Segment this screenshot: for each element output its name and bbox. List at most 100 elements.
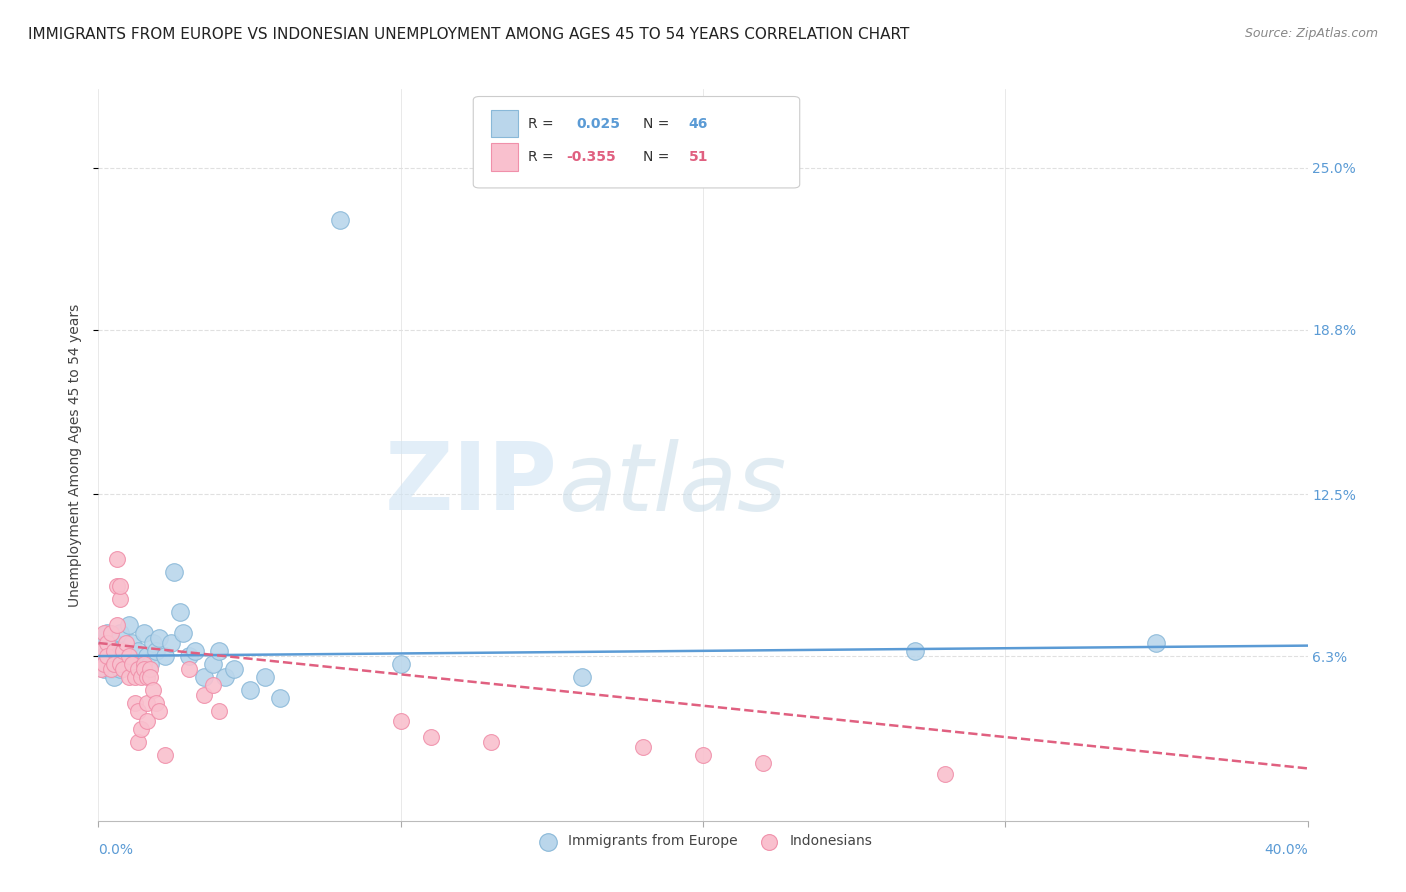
Point bbox=[193, 670, 215, 684]
Point bbox=[148, 631, 170, 645]
Point bbox=[129, 670, 152, 684]
Point bbox=[179, 649, 201, 664]
Point bbox=[184, 644, 207, 658]
Point bbox=[118, 617, 141, 632]
Point bbox=[124, 670, 146, 684]
Point bbox=[118, 649, 141, 664]
Point bbox=[118, 670, 141, 684]
Point bbox=[105, 657, 128, 671]
Point bbox=[108, 657, 131, 671]
Text: N =: N = bbox=[643, 117, 673, 130]
Point bbox=[193, 688, 215, 702]
Text: IMMIGRANTS FROM EUROPE VS INDONESIAN UNEMPLOYMENT AMONG AGES 45 TO 54 YEARS CORR: IMMIGRANTS FROM EUROPE VS INDONESIAN UNE… bbox=[28, 27, 910, 42]
Point bbox=[631, 740, 654, 755]
Point bbox=[121, 636, 143, 650]
Point bbox=[169, 605, 191, 619]
Point bbox=[90, 662, 112, 676]
Point bbox=[103, 657, 125, 671]
Point bbox=[1144, 636, 1167, 650]
Point bbox=[420, 730, 443, 744]
Point bbox=[100, 662, 122, 676]
Text: N =: N = bbox=[643, 150, 673, 164]
Point bbox=[103, 644, 125, 658]
Point bbox=[135, 714, 157, 729]
Point bbox=[118, 649, 141, 664]
Point bbox=[139, 670, 162, 684]
Point bbox=[329, 212, 352, 227]
Point bbox=[481, 735, 503, 749]
Point bbox=[108, 625, 131, 640]
Point bbox=[105, 644, 128, 658]
Point bbox=[139, 657, 162, 671]
Bar bbox=[492, 144, 517, 171]
Point bbox=[389, 657, 412, 671]
Point bbox=[214, 670, 236, 684]
Point bbox=[105, 578, 128, 592]
Point bbox=[96, 649, 118, 664]
Point bbox=[96, 657, 118, 671]
Point bbox=[114, 657, 136, 671]
Point bbox=[208, 644, 231, 658]
Point bbox=[96, 625, 118, 640]
Point bbox=[934, 766, 956, 780]
Point bbox=[202, 657, 225, 671]
Point bbox=[145, 644, 167, 658]
Point bbox=[111, 644, 134, 658]
Point bbox=[224, 662, 246, 676]
Text: Source: ZipAtlas.com: Source: ZipAtlas.com bbox=[1244, 27, 1378, 40]
Point bbox=[145, 696, 167, 710]
Point bbox=[90, 636, 112, 650]
Point bbox=[111, 662, 134, 676]
Point bbox=[253, 670, 276, 684]
Point bbox=[103, 636, 125, 650]
Point bbox=[160, 636, 183, 650]
Point bbox=[103, 670, 125, 684]
Point bbox=[135, 649, 157, 664]
Point bbox=[132, 625, 155, 640]
Point bbox=[692, 748, 714, 763]
Point bbox=[142, 683, 165, 698]
Y-axis label: Unemployment Among Ages 45 to 54 years: Unemployment Among Ages 45 to 54 years bbox=[69, 303, 83, 607]
Point bbox=[179, 662, 201, 676]
Point bbox=[571, 670, 593, 684]
Point bbox=[100, 644, 122, 658]
Point bbox=[105, 617, 128, 632]
Point bbox=[208, 704, 231, 718]
Point bbox=[127, 704, 149, 718]
Point bbox=[105, 552, 128, 566]
Point bbox=[114, 636, 136, 650]
Point bbox=[111, 644, 134, 658]
Point bbox=[752, 756, 775, 771]
Point bbox=[129, 723, 152, 737]
Point bbox=[904, 644, 927, 658]
Bar bbox=[492, 110, 517, 137]
Point bbox=[124, 696, 146, 710]
Point bbox=[100, 662, 122, 676]
Point bbox=[121, 657, 143, 671]
Point bbox=[108, 578, 131, 592]
Legend: Immigrants from Europe, Indonesians: Immigrants from Europe, Indonesians bbox=[529, 829, 877, 854]
Point bbox=[127, 735, 149, 749]
Point bbox=[93, 625, 115, 640]
Point bbox=[239, 683, 262, 698]
Point bbox=[269, 690, 291, 705]
Point bbox=[135, 670, 157, 684]
Point bbox=[153, 748, 176, 763]
Text: ZIP: ZIP bbox=[385, 438, 558, 530]
Point bbox=[139, 662, 162, 676]
Text: 0.025: 0.025 bbox=[576, 117, 620, 130]
Text: 51: 51 bbox=[689, 150, 709, 164]
Point bbox=[93, 662, 115, 676]
Point bbox=[124, 657, 146, 671]
Point bbox=[172, 625, 194, 640]
Point bbox=[127, 662, 149, 676]
Point bbox=[93, 649, 115, 664]
Point bbox=[202, 678, 225, 692]
Point bbox=[148, 704, 170, 718]
Point bbox=[129, 662, 152, 676]
FancyBboxPatch shape bbox=[474, 96, 800, 188]
Point bbox=[108, 662, 131, 676]
Point bbox=[100, 625, 122, 640]
Point bbox=[153, 649, 176, 664]
Text: R =: R = bbox=[527, 117, 558, 130]
